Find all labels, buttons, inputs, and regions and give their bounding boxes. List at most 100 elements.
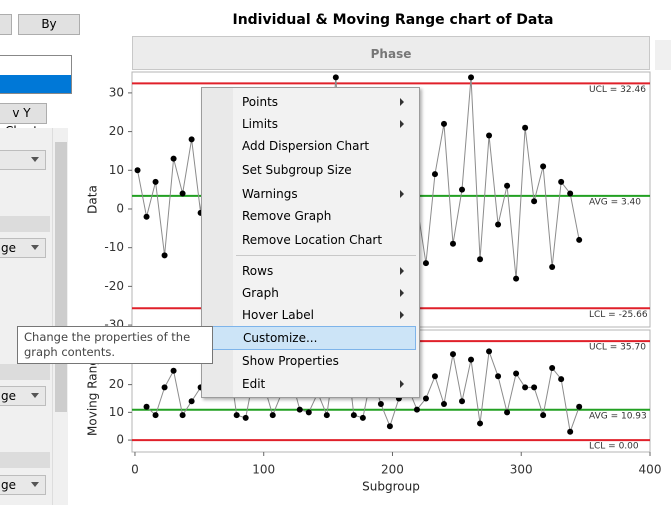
data-point bbox=[576, 236, 583, 243]
data-point bbox=[440, 401, 447, 408]
data-point bbox=[359, 414, 366, 421]
y-tick-label: 30 bbox=[109, 85, 124, 99]
y-tick-label: 10 bbox=[109, 163, 124, 177]
data-point bbox=[531, 384, 538, 391]
data-point bbox=[179, 412, 186, 419]
data-point bbox=[549, 364, 556, 371]
x-tick-label: 400 bbox=[639, 463, 662, 477]
y-axis-label: Data bbox=[86, 185, 100, 214]
limit-label: LCL = -25.66 bbox=[589, 310, 648, 320]
data-point bbox=[558, 376, 565, 383]
dropdown[interactable]: ge bbox=[0, 386, 46, 406]
menu-item[interactable]: Show Properties bbox=[242, 354, 339, 368]
data-point bbox=[549, 264, 556, 271]
menu-item[interactable]: Graph bbox=[205, 282, 416, 304]
tooltip: Change the properties of the graph conte… bbox=[17, 326, 213, 364]
data-point bbox=[504, 409, 511, 416]
group-header bbox=[0, 452, 50, 468]
data-point bbox=[449, 351, 456, 358]
menu-item[interactable]: Remove Location Chart bbox=[242, 233, 383, 247]
dropdown[interactable]: ge bbox=[0, 238, 46, 258]
data-point bbox=[377, 401, 384, 408]
data-point bbox=[449, 240, 456, 247]
list-box[interactable] bbox=[0, 55, 72, 94]
dropdown[interactable] bbox=[0, 150, 46, 170]
data-point bbox=[558, 178, 565, 185]
y-axis-label: Moving Range( bbox=[86, 346, 100, 436]
data-point bbox=[188, 398, 195, 405]
dropdown[interactable]: ge bbox=[0, 475, 46, 495]
panel bbox=[0, 128, 52, 505]
data-point bbox=[567, 190, 574, 197]
limit-label: UCL = 35.70 bbox=[589, 343, 646, 353]
data-point bbox=[513, 275, 520, 282]
data-point bbox=[540, 412, 547, 419]
limit-label: UCL = 32.46 bbox=[589, 85, 646, 95]
data-point bbox=[422, 395, 429, 402]
data-point bbox=[413, 406, 420, 413]
y-tick-label: 10 bbox=[109, 405, 124, 419]
phase-header: Phase bbox=[132, 36, 650, 70]
data-point bbox=[531, 198, 538, 205]
data-point bbox=[386, 423, 393, 430]
data-point bbox=[468, 356, 475, 363]
data-point bbox=[522, 384, 529, 391]
selected-item bbox=[0, 75, 71, 93]
menu-item[interactable]: Warnings bbox=[205, 183, 416, 205]
x-tick-label: 100 bbox=[252, 463, 275, 477]
menu-item[interactable]: Customize... bbox=[205, 326, 416, 350]
scrollbar[interactable] bbox=[655, 40, 671, 70]
data-point bbox=[242, 414, 249, 421]
data-point bbox=[431, 373, 438, 380]
data-point bbox=[332, 74, 339, 81]
menu-item[interactable]: Limits bbox=[205, 113, 416, 135]
data-point bbox=[567, 428, 574, 435]
data-point bbox=[152, 412, 159, 419]
data-point bbox=[350, 412, 357, 419]
data-point bbox=[504, 182, 511, 189]
group-header bbox=[0, 216, 50, 232]
menu-item[interactable]: Remove Graph bbox=[242, 209, 332, 223]
menu-item[interactable]: Rows bbox=[205, 260, 416, 282]
y-tick-label: 0 bbox=[116, 433, 124, 447]
by-button[interactable]: By bbox=[18, 14, 80, 35]
data-point bbox=[495, 373, 502, 380]
context-menu: Points Limits Add Dispersion Chart Set Subg… bbox=[201, 87, 420, 398]
data-point bbox=[540, 163, 547, 170]
data-point bbox=[161, 384, 168, 391]
data-point bbox=[152, 178, 159, 185]
limit-label: AVG = 3.40 bbox=[589, 197, 641, 207]
data-point bbox=[323, 412, 330, 419]
data-point bbox=[513, 370, 520, 377]
data-point bbox=[170, 155, 177, 162]
x-axis-label: Subgroup bbox=[362, 480, 420, 494]
menu-item[interactable]: Set Subgroup Size bbox=[242, 163, 352, 177]
data-point bbox=[269, 412, 276, 419]
y-tick-label: 20 bbox=[109, 124, 124, 138]
data-point bbox=[522, 124, 529, 131]
menu-item[interactable]: Add Dispersion Chart bbox=[242, 139, 370, 153]
button[interactable] bbox=[0, 14, 12, 35]
menu-item[interactable]: Edit bbox=[205, 373, 416, 395]
limit-label: LCL = 0.00 bbox=[589, 442, 639, 452]
group-header bbox=[0, 364, 50, 380]
data-point bbox=[576, 403, 583, 410]
data-point bbox=[296, 406, 303, 413]
data-point bbox=[486, 132, 493, 139]
x-tick-label: 0 bbox=[131, 463, 139, 477]
y-tick-label: -20 bbox=[104, 279, 124, 293]
data-point bbox=[440, 120, 447, 127]
data-point bbox=[134, 167, 141, 174]
menu-separator bbox=[236, 255, 416, 256]
data-point bbox=[495, 221, 502, 228]
data-point bbox=[179, 190, 186, 197]
data-point bbox=[143, 213, 150, 220]
x-tick-label: 300 bbox=[510, 463, 533, 477]
menu-item[interactable]: Points bbox=[205, 91, 416, 113]
y-tick-label: 20 bbox=[109, 377, 124, 391]
limit-label: AVG = 10.93 bbox=[589, 411, 647, 421]
menu-item[interactable]: Hover Label bbox=[205, 304, 416, 326]
x-tick-label: 200 bbox=[381, 463, 404, 477]
data-point bbox=[305, 409, 312, 416]
